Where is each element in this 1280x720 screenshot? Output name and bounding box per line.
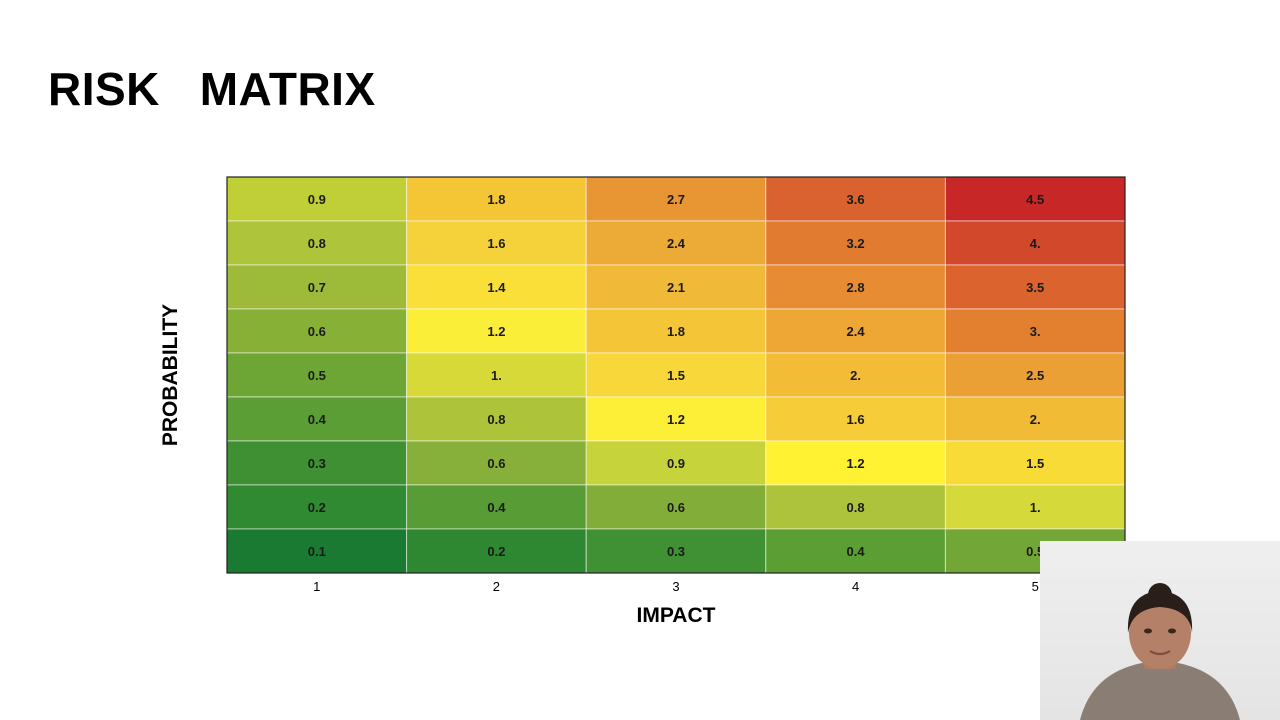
x-tick-label: 2 bbox=[493, 579, 500, 594]
cell-value-label: 1.4 bbox=[487, 280, 506, 295]
heatmap-cell bbox=[406, 264, 587, 310]
cell-value-label: 3.6 bbox=[847, 192, 865, 207]
cell-value-label: 0.9 bbox=[667, 456, 685, 471]
cell-value-label: 1.5 bbox=[1026, 456, 1044, 471]
cell-value-label: 0.9 bbox=[308, 192, 326, 207]
cell-value-label: 3.2 bbox=[847, 236, 865, 251]
heatmap-cell bbox=[765, 264, 946, 310]
heatmap-cell bbox=[226, 352, 408, 398]
cell-value-label: 0.4 bbox=[487, 500, 506, 515]
cell-value-label: 3. bbox=[1030, 324, 1041, 339]
cell-value-label: 0.8 bbox=[308, 236, 326, 251]
heatmap-cell bbox=[585, 308, 767, 354]
heatmap-cell bbox=[944, 220, 1126, 266]
cell-value-label: 0.6 bbox=[308, 324, 326, 339]
heatmap-cell bbox=[765, 440, 946, 486]
cell-value-label: 1.6 bbox=[847, 412, 865, 427]
x-tick-label: 1 bbox=[313, 579, 320, 594]
x-tick-label: 4 bbox=[852, 579, 859, 594]
heatmap-cell bbox=[226, 264, 408, 310]
x-tick-label: 3 bbox=[672, 579, 679, 594]
presenter-webcam bbox=[1040, 541, 1280, 720]
cell-value-label: 2. bbox=[1030, 412, 1041, 427]
cell-value-label: 2.8 bbox=[847, 280, 865, 295]
slide-title: RISK MATRIX bbox=[48, 63, 376, 115]
heatmap-cell bbox=[406, 220, 587, 266]
cell-value-label: 1.2 bbox=[667, 412, 685, 427]
cell-value-label: 1.5 bbox=[667, 368, 685, 383]
cell-value-label: 2.4 bbox=[847, 324, 866, 339]
cell-value-label: 0.4 bbox=[308, 412, 327, 427]
cell-value-label: 1.8 bbox=[667, 324, 685, 339]
heatmap-cell bbox=[226, 440, 408, 486]
cell-value-label: 2.1 bbox=[667, 280, 685, 295]
heatmap-cell bbox=[226, 396, 408, 442]
heatmap-cell bbox=[585, 396, 767, 442]
heatmap-cell bbox=[944, 440, 1126, 486]
cell-value-label: 0.2 bbox=[308, 500, 326, 515]
cell-value-label: 1. bbox=[1030, 500, 1041, 515]
x-axis-label: IMPACT bbox=[637, 604, 716, 627]
cell-value-label: 1.2 bbox=[487, 324, 505, 339]
heatmap-cell bbox=[406, 396, 587, 442]
heatmap-cell bbox=[944, 484, 1126, 530]
cell-value-label: 1. bbox=[491, 368, 502, 383]
cell-value-label: 0.3 bbox=[308, 456, 326, 471]
cell-value-label: 2. bbox=[850, 368, 861, 383]
heatmap-cell bbox=[406, 308, 587, 354]
cell-value-label: 0.5 bbox=[308, 368, 326, 383]
heatmap-cell bbox=[585, 528, 767, 574]
presenter-video-icon bbox=[1080, 583, 1240, 720]
heatmap-cell bbox=[406, 484, 587, 530]
cell-value-label: 0.7 bbox=[308, 280, 326, 295]
heatmap-cell bbox=[226, 220, 408, 266]
heatmap-cell bbox=[944, 176, 1126, 222]
cell-value-label: 0.8 bbox=[487, 412, 505, 427]
x-tick-label: 5 bbox=[1032, 579, 1039, 594]
cell-value-label: 0.8 bbox=[847, 500, 865, 515]
cell-value-label: 2.7 bbox=[667, 192, 685, 207]
cell-value-label: 0.2 bbox=[487, 544, 505, 559]
cell-value-label: 1.6 bbox=[487, 236, 505, 251]
heatmap-cell bbox=[226, 528, 408, 574]
cell-value-label: 3.5 bbox=[1026, 280, 1044, 295]
heatmap-cell bbox=[944, 396, 1126, 442]
cell-value-label: 0.6 bbox=[667, 500, 685, 515]
heatmap-cell bbox=[585, 220, 767, 266]
cell-value-label: 0.3 bbox=[667, 544, 685, 559]
heatmap-cell bbox=[585, 484, 767, 530]
cell-value-label: 0.5 bbox=[1026, 544, 1044, 559]
heatmap-cell bbox=[406, 528, 587, 574]
plot-border bbox=[226, 176, 1126, 574]
y-axis-label: PROBABILITY bbox=[159, 304, 182, 446]
heatmap-cell bbox=[585, 352, 767, 398]
cell-value-label: 2.4 bbox=[667, 236, 686, 251]
heatmap-cell bbox=[585, 264, 767, 310]
heatmap-cell bbox=[226, 484, 408, 530]
cell-value-label: 0.4 bbox=[847, 544, 866, 559]
cell-value-label: 1.8 bbox=[487, 192, 505, 207]
cell-value-label: 1.2 bbox=[847, 456, 865, 471]
heatmap-cell bbox=[406, 440, 587, 486]
heatmap-cell bbox=[585, 440, 767, 486]
cell-value-label: 0.1 bbox=[308, 544, 326, 559]
heatmap-cell bbox=[765, 352, 946, 398]
cell-value-label: 0.6 bbox=[487, 456, 505, 471]
cell-value-label: 4. bbox=[1030, 236, 1041, 251]
cell-value-label: 4.5 bbox=[1026, 192, 1044, 207]
cell-value-label: 2.5 bbox=[1026, 368, 1044, 383]
